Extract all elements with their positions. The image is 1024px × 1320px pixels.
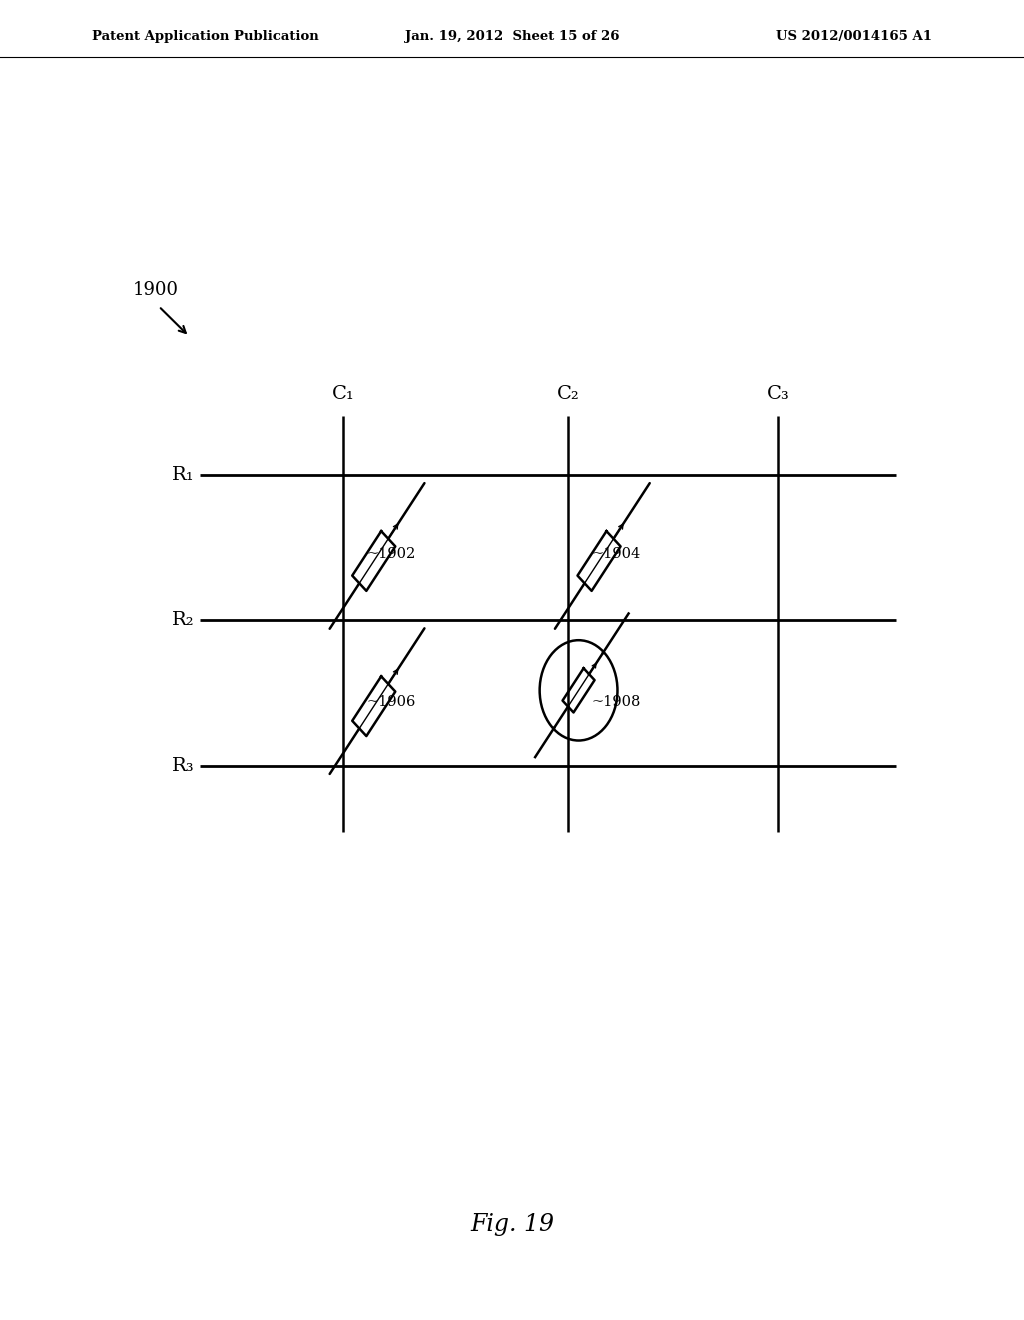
Text: R₂: R₂: [172, 611, 195, 630]
Text: R₁: R₁: [172, 466, 195, 484]
Text: 1900: 1900: [133, 281, 179, 300]
Text: C₁: C₁: [332, 384, 354, 403]
Text: Fig. 19: Fig. 19: [470, 1213, 554, 1237]
Text: ~1904: ~1904: [592, 548, 641, 561]
Text: ~1908: ~1908: [592, 696, 641, 709]
Text: Patent Application Publication: Patent Application Publication: [92, 30, 318, 44]
Text: C₃: C₃: [767, 384, 790, 403]
Text: US 2012/0014165 A1: US 2012/0014165 A1: [776, 30, 932, 44]
Text: ~1906: ~1906: [367, 696, 416, 709]
Text: ~1902: ~1902: [367, 548, 416, 561]
Text: C₂: C₂: [557, 384, 580, 403]
Text: Jan. 19, 2012  Sheet 15 of 26: Jan. 19, 2012 Sheet 15 of 26: [404, 30, 620, 44]
Text: R₃: R₃: [172, 756, 195, 775]
